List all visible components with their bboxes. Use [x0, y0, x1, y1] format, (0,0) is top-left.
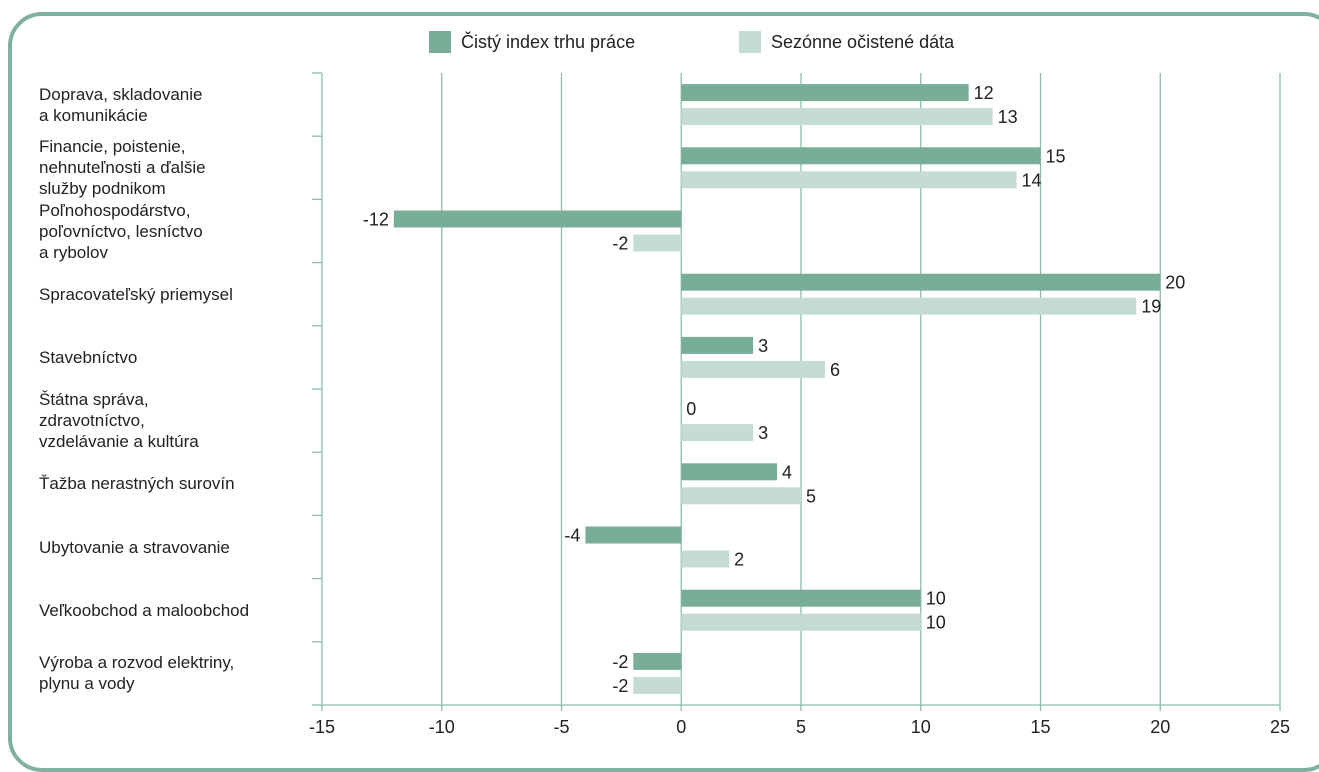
bar — [681, 171, 1017, 189]
category-label-line: Veľkoobchod a maloobchod — [39, 600, 250, 620]
category-label-line: poľovníctvo, lesníctvo — [39, 221, 203, 241]
data-label: -2 — [612, 652, 628, 672]
bar — [681, 487, 801, 505]
category-label-line: služby podnikom — [39, 179, 166, 199]
data-label: -4 — [564, 526, 580, 546]
x-tick-label: -10 — [429, 717, 455, 737]
category-label-line: Ubytovanie a stravovanie — [39, 537, 230, 557]
bars — [393, 84, 1161, 694]
data-label: 10 — [926, 589, 946, 609]
data-label: 3 — [758, 336, 768, 356]
category-label: Stavebníctvo — [39, 347, 319, 368]
category-label-line: nehnuteľnosti a ďalšie — [39, 158, 206, 178]
data-label: -12 — [363, 210, 389, 230]
bar — [681, 589, 921, 607]
bar — [681, 613, 921, 631]
data-label: 14 — [1022, 170, 1042, 190]
data-label: -2 — [612, 676, 628, 696]
data-label: 10 — [926, 613, 946, 633]
x-tick-label: -5 — [553, 717, 569, 737]
category-label-line: Ťažba nerastných surovín — [39, 474, 235, 494]
category-label-line: vzdelávanie a kultúra — [39, 432, 199, 452]
x-tick-label: 10 — [911, 717, 931, 737]
data-label: 3 — [758, 423, 768, 443]
bar — [633, 652, 682, 670]
category-label-line: Stavebníctvo — [39, 347, 138, 367]
category-label-line: plynu a vody — [39, 674, 135, 694]
bar — [681, 84, 969, 102]
bar — [633, 234, 682, 252]
category-label: Štátna správa, zdravotníctvo, vzdelávanie … — [39, 389, 319, 452]
category-label: Doprava, skladovanie a komunikácie — [39, 84, 319, 126]
category-label-line: zdravotníctvo, — [39, 411, 145, 431]
bar — [681, 147, 1041, 165]
x-tick-label: 5 — [796, 717, 806, 737]
data-label: 2 — [734, 550, 744, 570]
category-label-line: Poľnohospodárstvo, — [39, 200, 191, 220]
category-label-line: Doprava, skladovanie — [39, 84, 203, 104]
category-label-line: Štátna správa, — [39, 390, 149, 410]
category-label-line: Výroba a rozvod elektriny, — [39, 653, 235, 673]
data-label: 13 — [998, 107, 1018, 127]
category-label-line: Spracovateľský priemysel — [39, 284, 233, 304]
bar — [393, 210, 682, 228]
x-tick-label: -15 — [309, 717, 335, 737]
legend-swatch-index — [429, 31, 451, 53]
data-label: 15 — [1046, 146, 1066, 166]
x-tick-label: 15 — [1030, 717, 1050, 737]
tick-labels: -15 -10 -5 0 5 10 15 20 25 — [309, 717, 1290, 737]
bar — [585, 526, 682, 544]
gridlines — [441, 73, 1281, 705]
bar — [681, 108, 993, 126]
data-label: 20 — [1165, 273, 1185, 293]
legend-item-seasonal: Sezónne očistené dáta — [739, 31, 954, 53]
bar — [681, 424, 754, 442]
category-label-line: Financie, poistenie, — [39, 137, 186, 157]
category-label: Veľkoobchod a maloobchod — [39, 600, 319, 621]
category-label: Spracovateľský priemysel — [39, 284, 319, 305]
category-label-line: a rybolov — [39, 242, 108, 262]
data-label: 6 — [830, 360, 840, 380]
legend-swatch-seasonal — [739, 31, 761, 53]
bar — [681, 297, 1137, 315]
category-label: Poľnohospodárstvo, poľovníctvo, lesníctvo… — [39, 200, 319, 263]
x-tick-label: 0 — [676, 717, 686, 737]
data-label: 19 — [1141, 297, 1161, 317]
category-label: Výroba a rozvod elektriny, plynu a vody — [39, 652, 319, 694]
data-label: 12 — [974, 83, 994, 103]
data-label: -2 — [612, 234, 628, 254]
category-label: Ubytovanie a stravovanie — [39, 537, 319, 558]
x-tick-label: 25 — [1270, 717, 1290, 737]
legend-item-index: Čistý index trhu práce — [429, 31, 635, 53]
bar — [681, 463, 778, 481]
category-label: Financie, poistenie, nehnuteľnosti a ďalš… — [39, 136, 319, 199]
x-tick-label: 20 — [1150, 717, 1170, 737]
bar — [681, 273, 1161, 291]
bar — [681, 360, 825, 378]
bar — [633, 676, 682, 694]
data-label: 0 — [686, 399, 696, 419]
data-label: 4 — [782, 462, 792, 482]
legend-label-seasonal: Sezónne očistené dáta — [771, 31, 955, 52]
bar — [681, 336, 754, 354]
category-label-line: a komunikácie — [39, 105, 148, 125]
category-label: Ťažba nerastných surovín — [39, 473, 319, 494]
legend-label-index: Čistý index trhu práce — [461, 31, 636, 52]
axes — [312, 72, 1281, 711]
bar — [681, 550, 730, 568]
data-label: 5 — [806, 486, 816, 506]
